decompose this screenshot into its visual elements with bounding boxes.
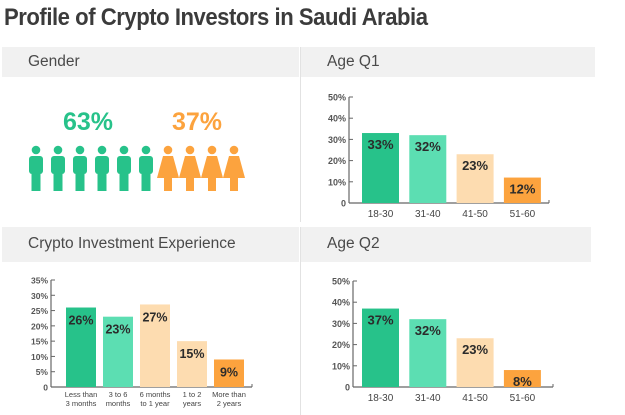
x-category-label: Less than bbox=[65, 390, 98, 399]
bar-value-label: 26% bbox=[68, 314, 93, 328]
bar bbox=[362, 133, 399, 203]
x-category-label: 51-60 bbox=[510, 209, 536, 220]
female-person-icon bbox=[223, 145, 245, 191]
x-category-label: 51-60 bbox=[510, 393, 536, 404]
bar bbox=[140, 304, 170, 387]
female-person-icon bbox=[157, 145, 179, 191]
y-tick-label: 40% bbox=[328, 114, 346, 124]
bar-value-label: 32% bbox=[415, 323, 441, 338]
bar-value-label: 27% bbox=[142, 310, 167, 324]
bar-value-label: 32% bbox=[415, 139, 441, 154]
column-divider-bottom bbox=[300, 227, 301, 415]
y-tick-label: 10% bbox=[332, 361, 350, 371]
bar bbox=[177, 341, 207, 387]
male-person-icon bbox=[73, 145, 87, 191]
y-tick-label: 25% bbox=[31, 306, 48, 316]
y-tick-label: 0 bbox=[345, 383, 350, 393]
bar bbox=[409, 135, 447, 203]
x-category-label: 3 months bbox=[66, 399, 97, 408]
y-tick-label: 10% bbox=[328, 177, 346, 187]
bar bbox=[503, 177, 541, 203]
y-tick-label: 30% bbox=[328, 135, 346, 145]
x-category-label: 41-50 bbox=[462, 393, 488, 404]
x-category-label: 41-50 bbox=[462, 209, 488, 220]
gender-header-label: Gender bbox=[28, 53, 80, 70]
bar-value-label: 8% bbox=[513, 374, 532, 389]
male-percentage: 63% bbox=[63, 108, 114, 136]
x-category-label: 1 to 2 bbox=[183, 390, 202, 399]
gender-header: Gender bbox=[2, 47, 299, 77]
bar bbox=[503, 370, 541, 387]
bar-value-label: 37% bbox=[367, 313, 393, 328]
male-person-icon bbox=[117, 145, 131, 191]
bar bbox=[103, 316, 133, 387]
page-title: Profile of Crypto Investors in Saudi Ara… bbox=[4, 4, 428, 31]
age-q2-chart: 0 10% 20% 30% 40% 50% 37% 18-30 32% 31-40 23% 41-50… bbox=[332, 277, 554, 404]
y-tick-label: 0 bbox=[43, 383, 48, 393]
male-person-icon bbox=[51, 145, 65, 191]
male-person-icon bbox=[95, 145, 109, 191]
y-tick-label: 30% bbox=[332, 319, 350, 329]
y-tick-label: 50% bbox=[328, 93, 346, 103]
x-category-label: years bbox=[183, 399, 202, 408]
gender-pictogram bbox=[29, 145, 245, 191]
bar-value-label: 23% bbox=[462, 158, 488, 173]
bar-value-label: 23% bbox=[105, 323, 130, 337]
y-tick-label: 0 bbox=[341, 199, 346, 209]
column-divider-top bbox=[300, 47, 301, 222]
y-tick-label: 15% bbox=[31, 337, 48, 347]
age-q2-header-label: Age Q2 bbox=[327, 235, 380, 252]
male-person-icon bbox=[139, 145, 153, 191]
age-q1-header: Age Q1 bbox=[301, 47, 595, 77]
x-category-label: 3 to 6 bbox=[109, 390, 128, 399]
bar bbox=[456, 338, 494, 387]
x-category-label: 18-30 bbox=[368, 209, 394, 220]
bar-value-label: 15% bbox=[179, 347, 204, 361]
bar bbox=[456, 154, 494, 203]
y-tick-label: 35% bbox=[31, 276, 48, 286]
y-tick-label: 5% bbox=[36, 367, 49, 377]
y-tick-label: 40% bbox=[332, 298, 350, 308]
y-tick-label: 20% bbox=[328, 156, 346, 166]
bar bbox=[66, 307, 96, 387]
x-category-label: 6 months bbox=[140, 390, 171, 399]
y-tick-label: 50% bbox=[332, 277, 350, 287]
age-q1-header-label: Age Q1 bbox=[327, 53, 380, 70]
age-q1-chart: 0 10% 20% 30% 40% 50% 33% 18-30 32% 31-40 23% 41-50… bbox=[328, 93, 550, 220]
female-person-icon bbox=[201, 145, 223, 191]
x-category-label: 18-30 bbox=[368, 393, 394, 404]
age-q2-header: Age Q2 bbox=[301, 227, 591, 262]
x-category-label: 31-40 bbox=[415, 393, 441, 404]
x-category-label: 31-40 bbox=[415, 209, 441, 220]
bar-value-label: 9% bbox=[220, 365, 238, 379]
x-category-label: More than bbox=[212, 390, 246, 399]
x-category-label: months bbox=[106, 399, 131, 408]
x-category-label: 2 years bbox=[217, 399, 242, 408]
x-category-label: to 1 year bbox=[140, 399, 170, 408]
bar bbox=[362, 308, 399, 387]
female-percentage: 37% bbox=[172, 108, 223, 136]
experience-header: Crypto Investment Experience bbox=[2, 227, 299, 262]
bar bbox=[409, 319, 447, 387]
bar-value-label: 12% bbox=[509, 182, 535, 197]
y-tick-label: 10% bbox=[31, 352, 48, 362]
female-person-icon bbox=[179, 145, 201, 191]
male-person-icon bbox=[29, 145, 43, 191]
experience-header-label: Crypto Investment Experience bbox=[28, 235, 236, 252]
bar bbox=[214, 359, 244, 387]
bar-value-label: 23% bbox=[462, 342, 488, 357]
y-tick-label: 20% bbox=[332, 340, 350, 350]
y-tick-label: 20% bbox=[31, 321, 48, 331]
y-tick-label: 30% bbox=[31, 291, 48, 301]
bar-value-label: 33% bbox=[367, 137, 393, 152]
